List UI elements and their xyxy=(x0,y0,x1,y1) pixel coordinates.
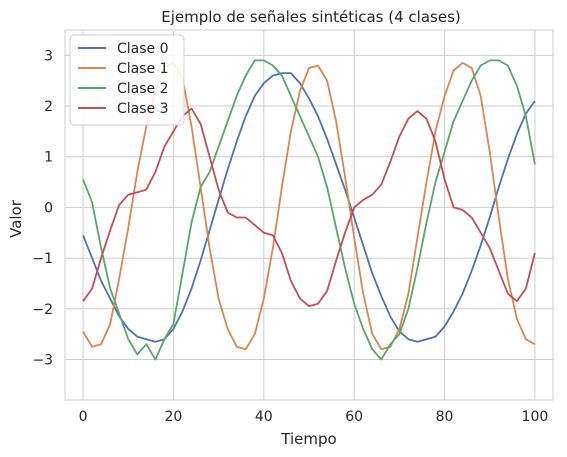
x-axis-ticks: 0 20 40 60 80 100 xyxy=(79,409,549,425)
series-line-0 xyxy=(82,72,536,343)
y-tick-label: −3 xyxy=(32,352,53,368)
series-line-3 xyxy=(82,107,536,308)
y-tick-label: 2 xyxy=(44,99,53,115)
y-tick-label: 0 xyxy=(44,200,53,216)
legend-entry-label: Clase 0 xyxy=(117,41,169,57)
x-tick-label: 100 xyxy=(522,409,549,425)
y-tick-label: −2 xyxy=(32,302,53,318)
legend-entry-label: Clase 3 xyxy=(117,101,169,117)
series-line-2 xyxy=(82,59,536,361)
x-tick-label: 0 xyxy=(79,409,88,425)
legend: Clase 0 Clase 1 Clase 2 Clase 3 xyxy=(69,34,185,126)
x-tick-label: 60 xyxy=(345,409,363,425)
chart-title: Ejemplo de señales sintéticas (4 clases) xyxy=(161,8,461,26)
y-tick-label: 1 xyxy=(44,150,53,166)
x-axis-label: Tiempo xyxy=(280,430,336,448)
y-tick-label: 3 xyxy=(44,48,53,64)
y-tick-label: −1 xyxy=(32,251,53,267)
y-axis-ticks: −3 −2 −1 0 1 2 3 xyxy=(32,48,53,368)
legend-box xyxy=(69,34,185,126)
legend-entry-label: Clase 1 xyxy=(117,61,169,77)
y-axis-label: Valor xyxy=(7,199,25,238)
legend-entry-label: Clase 2 xyxy=(117,81,169,97)
x-tick-label: 20 xyxy=(165,409,183,425)
x-tick-label: 80 xyxy=(436,409,454,425)
plot-frame xyxy=(64,29,554,401)
x-tick-label: 40 xyxy=(255,409,273,425)
